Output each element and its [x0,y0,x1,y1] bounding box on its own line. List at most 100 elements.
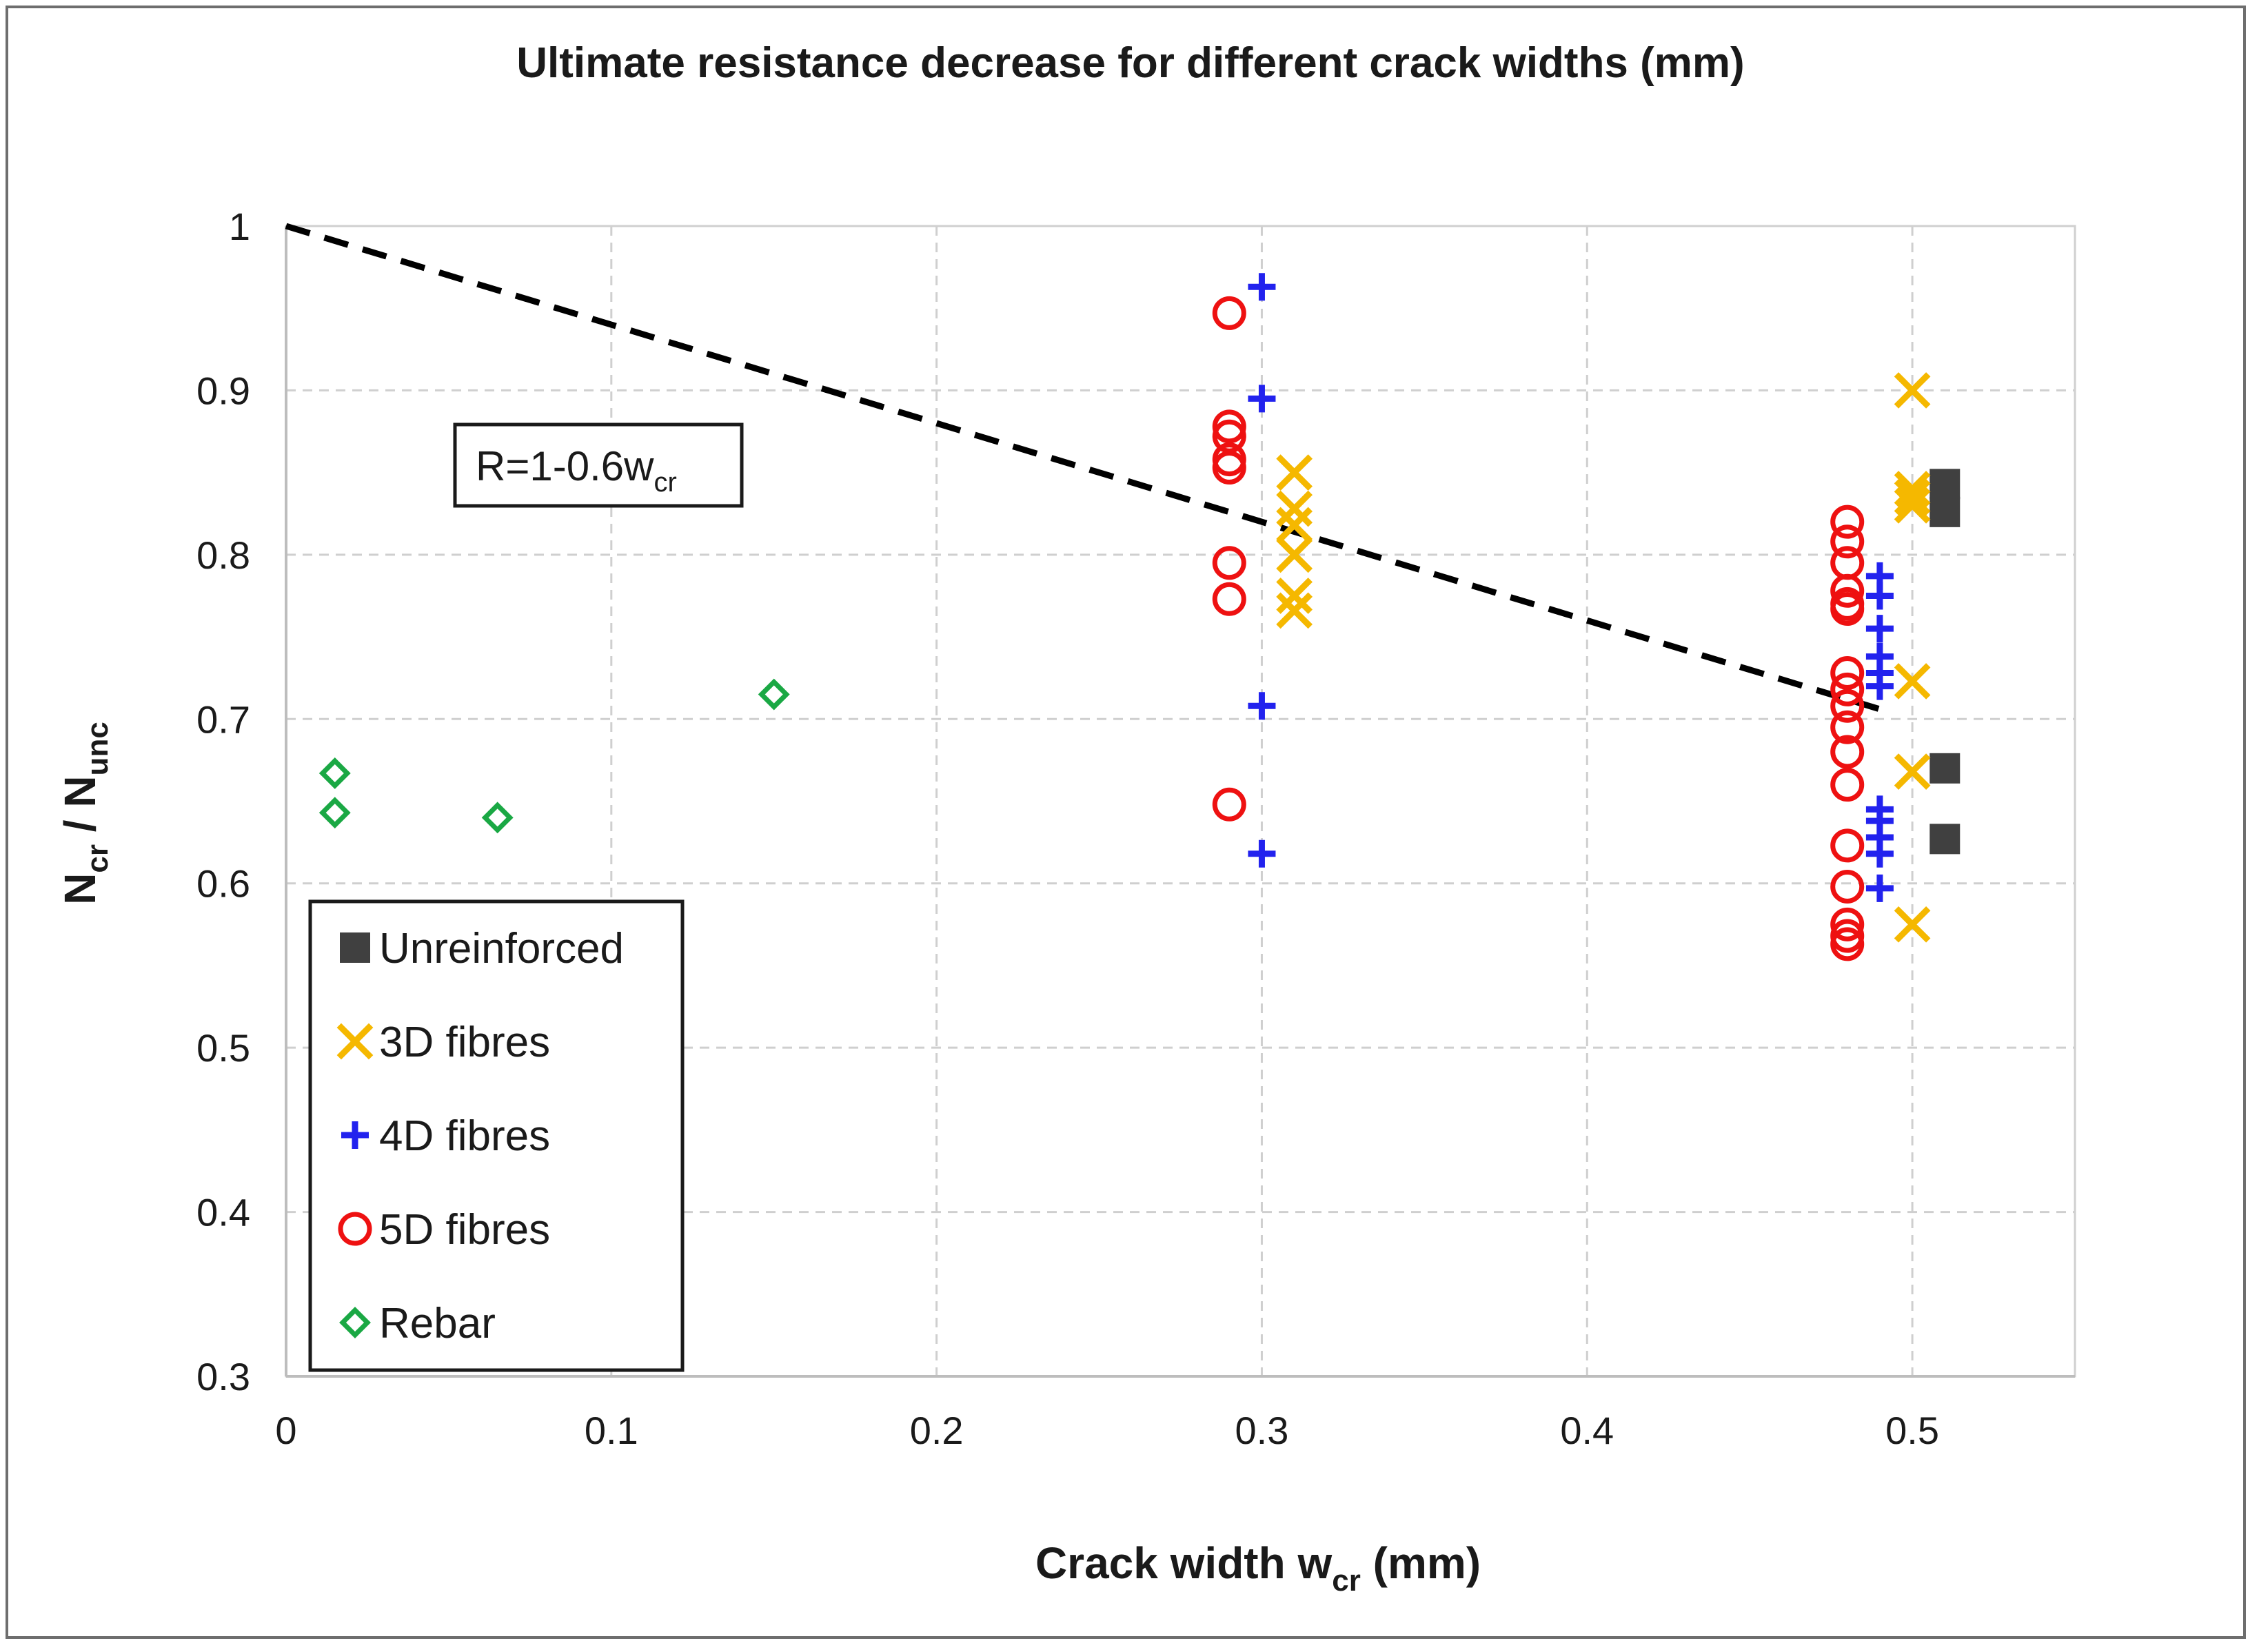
marker-shape [481,802,514,834]
data-point-3d-fibres [1276,578,1313,614]
marker-shape [1276,454,1313,491]
marker-shape [1212,582,1246,616]
svg-text:R=1-0.6wcr: R=1-0.6wcr [476,443,677,498]
x-axis-label: Crack width wcr (mm) [1035,1538,1481,1598]
legend-item-5d-fibres: 5D fibres [338,1206,550,1254]
marker-shape [1212,450,1246,485]
marker-shape [1894,663,1931,700]
data-point-3d-fibres [1276,592,1313,629]
data-point-4d-fibres [1248,385,1276,413]
data-point-rebar [758,678,790,711]
data-point-5d-fibres [1212,296,1246,330]
marker-shape [1830,504,1865,539]
marker-shape [1894,479,1931,516]
data-point-5d-fibres [1212,546,1246,580]
y-axis-label: Ncr / Nunc [55,722,114,905]
marker-shape [1830,927,1865,961]
trend-equation-label: R=1-0.6w [476,443,654,489]
data-point-3d-fibres [1894,487,1931,524]
data-point-5d-fibres [1830,828,1865,863]
y-tick-label: 0.9 [196,369,250,412]
marker-shape [1894,753,1931,790]
data-point-5d-fibres [1212,450,1246,485]
y-tick-label: 0.7 [196,697,250,741]
y-axis-label-sub2: unc [81,722,114,775]
marker-shape [1276,578,1313,614]
data-point-rebar [318,757,351,789]
marker-shape [1830,768,1865,802]
marker-shape [1894,487,1931,524]
data-point-5d-fibres [1212,582,1246,616]
data-point-5d-fibres [1830,656,1865,691]
data-point-5d-fibres [1830,689,1865,723]
data-point-5d-fibres [1830,573,1865,608]
legend-item-rebar: Rebar [339,1300,496,1347]
data-point-4d-fibres [1865,874,1894,902]
marker-shape [1276,507,1313,544]
marker-shape [1248,273,1276,301]
marker-shape [1830,869,1865,904]
x-axis-label-suffix: (mm) [1361,1538,1481,1588]
trend-equation-subscript: cr [654,467,676,498]
legend-marker-5d-fibres [338,1212,372,1246]
chart-title: Ultimate resistance decrease for differe… [516,39,1744,87]
legend-marker-unreinforced [340,932,370,963]
data-point-5d-fibres [1830,768,1865,802]
marker-shape [1830,592,1865,626]
marker-shape [1830,656,1865,691]
marker-shape [341,1121,369,1149]
x-tick-label: 0.4 [1560,1409,1614,1452]
marker-shape [1830,524,1865,559]
x-tick-label: 0.1 [585,1409,638,1452]
x-axis-label-sub: cr [1332,1564,1361,1598]
x-tick-label: 0.3 [1235,1409,1289,1452]
y-tick-label: 0.8 [196,533,250,577]
marker-shape [1248,839,1276,868]
data-point-3d-fibres [1894,479,1931,516]
data-point-5d-fibres [1830,927,1865,961]
marker-shape [1830,573,1865,608]
x-tick-label: 0.5 [1885,1409,1939,1452]
data-point-4d-fibres [1865,615,1894,643]
marker-shape [1929,753,1961,784]
legend-marker-4d-fibres [341,1121,369,1149]
marker-shape [1894,372,1931,409]
data-point-4d-fibres [1248,273,1276,301]
marker-shape [1212,409,1246,444]
data-point-3d-fibres [1894,906,1931,943]
y-axis-label-sep: / N [55,775,105,844]
y-tick-label: 0.5 [196,1026,250,1070]
y-axis-label-sub1: cr [81,844,114,873]
marker-shape [339,1307,371,1338]
marker-shape [1276,536,1313,573]
legend-label-3d-fibres: 3D fibres [379,1019,550,1066]
x-axis-label-main: Crack width w [1035,1538,1333,1588]
legend-marker-rebar [339,1307,371,1338]
data-point-4d-fibres [1248,692,1276,720]
data-point-3d-fibres [1894,663,1931,700]
data-point-5d-fibres [1830,546,1865,580]
data-point-unreinforced [1929,753,1961,784]
marker-shape [1830,735,1865,769]
marker-shape [1248,385,1276,413]
marker-shape [1212,787,1246,822]
marker-shape [338,1212,372,1246]
data-point-5d-fibres [1830,907,1865,941]
axes [285,226,2075,1378]
data-point-rebar [481,802,514,834]
marker-shape [758,678,790,711]
marker-shape [1865,615,1894,643]
marker-shape [1830,689,1865,723]
data-point-5d-fibres [1830,710,1865,744]
data-point-4d-fibres [1248,839,1276,868]
marker-shape [1865,582,1894,610]
marker-shape [1929,496,1961,527]
data-point-4d-fibres [1865,672,1894,700]
data-point-3d-fibres [1276,454,1313,491]
data-point-4d-fibres [1865,839,1894,868]
legend-item-3d-fibres: 3D fibres [336,1019,550,1066]
data-point-5d-fibres [1830,504,1865,539]
marker-shape [1830,710,1865,744]
data-point-5d-fibres [1830,592,1865,626]
data-point-3d-fibres [1276,536,1313,573]
